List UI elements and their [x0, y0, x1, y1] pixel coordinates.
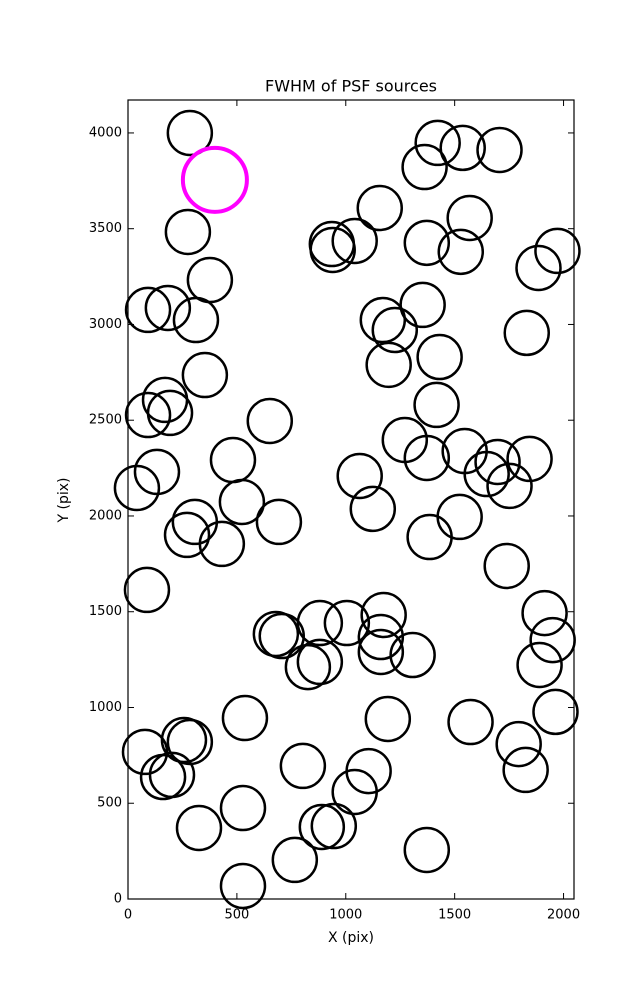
source-marker [360, 591, 407, 639]
chart-title: FWHM of PSF sources [265, 77, 437, 96]
source-marker [401, 143, 448, 191]
source-marker [521, 589, 568, 637]
source-marker [148, 751, 196, 799]
plot-frame [127, 99, 575, 900]
source-marker [175, 804, 223, 852]
source-marker [534, 227, 581, 275]
y-tick-label: 0 [114, 892, 122, 907]
source-marker [447, 698, 494, 746]
source-marker [349, 485, 397, 533]
source-marker [219, 862, 267, 910]
source-marker [345, 747, 392, 795]
x-tick-label: 0 [124, 908, 132, 923]
source-marker [389, 631, 436, 679]
y-tick-label: 3500 [89, 221, 122, 236]
source-marker [284, 643, 332, 691]
y-tick-label: 1000 [89, 700, 122, 715]
source-marker [413, 381, 460, 429]
y-tick-label: 4000 [89, 125, 122, 140]
source-marker [144, 284, 192, 332]
source-marker [503, 309, 550, 357]
source-marker [218, 478, 266, 526]
source-marker [336, 452, 383, 500]
source-marker [506, 435, 553, 483]
source-marker [371, 306, 419, 354]
source-marker [296, 638, 344, 686]
source-marker [296, 599, 344, 647]
source-marker [532, 688, 579, 736]
x-tick-label: 500 [224, 908, 249, 923]
source-marker [310, 802, 358, 850]
source-marker [416, 333, 463, 381]
source-marker [476, 126, 523, 174]
source-marker [529, 616, 576, 664]
source-marker [365, 341, 412, 389]
source-marker [221, 694, 269, 742]
source-marker [486, 462, 533, 510]
source-marker [166, 109, 214, 157]
source-marker [437, 228, 485, 276]
source-marker [356, 184, 403, 232]
source-marker [124, 286, 172, 334]
source-marker [258, 612, 305, 660]
source-marker [279, 742, 327, 790]
source-marker [124, 391, 172, 439]
source-marker [515, 244, 562, 292]
x-tick-label: 1000 [329, 908, 362, 923]
y-axis-label: Y (pix) [56, 478, 72, 524]
source-marker [255, 498, 303, 546]
y-tick-label: 2000 [89, 508, 122, 523]
source-marker [198, 520, 246, 568]
source-marker [495, 720, 542, 768]
source-marker [123, 566, 171, 614]
source-marker [323, 599, 371, 647]
source-marker [163, 511, 211, 559]
source-marker [483, 542, 530, 590]
source-marker [357, 613, 405, 661]
source-marker [399, 281, 446, 329]
source-marker [113, 464, 161, 512]
source-marker [414, 119, 461, 167]
source-marker [359, 296, 407, 344]
source-marker [180, 145, 249, 214]
source-marker [364, 695, 412, 743]
y-tick-label: 1500 [89, 604, 122, 619]
source-marker [502, 746, 549, 794]
source-marker [252, 610, 300, 658]
source-marker [516, 641, 563, 689]
source-marker [146, 389, 194, 437]
source-marker [403, 219, 451, 267]
x-axis-label: X (pix) [328, 930, 374, 946]
source-marker [172, 296, 220, 344]
y-tick-label: 3000 [89, 317, 122, 332]
source-marker [121, 728, 169, 776]
source-marker [439, 124, 486, 172]
source-marker [246, 397, 294, 445]
source-marker [219, 784, 267, 832]
y-tick-label: 2500 [89, 413, 122, 428]
x-tick-label: 1500 [438, 908, 471, 923]
source-marker [381, 416, 429, 464]
source-marker [441, 427, 488, 475]
source-marker [164, 208, 212, 256]
source-marker [181, 351, 229, 399]
source-marker [298, 803, 346, 851]
source-marker [446, 194, 493, 242]
source-marker [403, 826, 451, 874]
x-tick-label: 2000 [547, 908, 580, 923]
source-marker [271, 836, 319, 884]
source-marker [331, 217, 378, 265]
y-tick-label: 500 [97, 796, 122, 811]
source-marker [406, 513, 453, 561]
source-marker [309, 226, 356, 274]
source-marker [474, 438, 521, 486]
source-marker [357, 628, 405, 676]
